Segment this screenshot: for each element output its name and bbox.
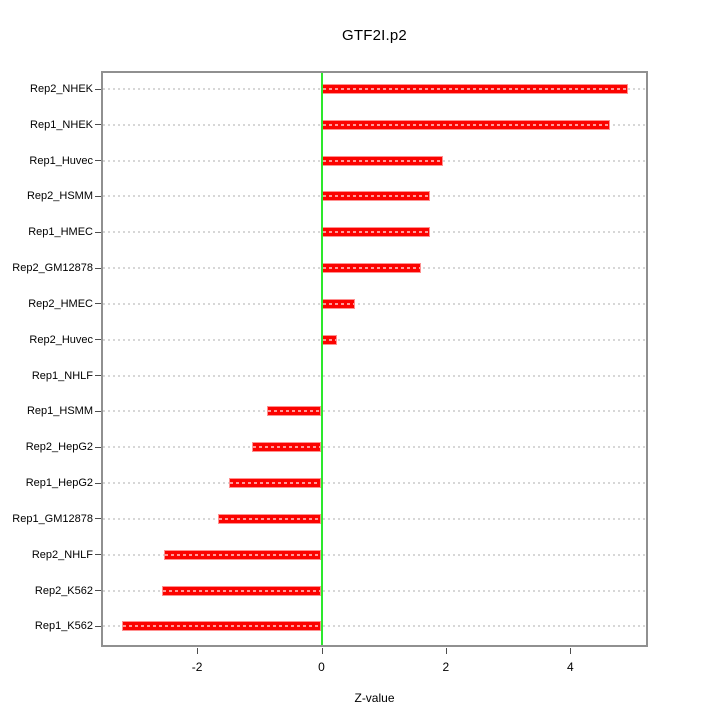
gridline (103, 625, 646, 628)
y-axis-tick (95, 88, 101, 90)
y-axis-tick (95, 195, 101, 197)
bar-dash-pattern (322, 231, 429, 234)
bar-dash-pattern (322, 195, 430, 198)
bar-dash-pattern (219, 517, 321, 520)
y-axis-label: Rep1_HepG2 (25, 477, 93, 490)
y-axis-tick (95, 410, 101, 412)
y-axis-label: Rep2_K562 (34, 584, 93, 597)
bar-dash-pattern (165, 553, 321, 556)
y-axis-tick (95, 160, 101, 162)
bar-dash-pattern (229, 482, 321, 485)
bar-dash-pattern (322, 159, 443, 162)
y-axis-tick (95, 518, 101, 520)
gridline (103, 482, 646, 485)
x-axis-title: Z-value (354, 691, 395, 705)
bar-dash-pattern (252, 446, 321, 449)
y-axis-label: Rep1_Huvec (29, 154, 93, 167)
y-axis-label: Rep2_HSMM (26, 190, 93, 203)
y-axis-label: Rep1_GM12878 (12, 512, 93, 525)
bar-Rep2_HepG2 (251, 442, 322, 453)
y-axis-tick (95, 446, 101, 448)
bar-dash-pattern (123, 625, 321, 628)
x-axis-tick-label: 0 (318, 660, 325, 674)
plot-area (101, 71, 648, 647)
y-axis-label: Rep2_NHEK (30, 83, 93, 95)
gridline (103, 338, 646, 341)
bar-Rep2_HSMM (321, 191, 431, 202)
y-axis-tick (95, 267, 101, 269)
y-axis-tick (95, 625, 101, 627)
bar-Rep2_HMEC (321, 298, 356, 309)
y-axis-label: Rep1_K562 (34, 620, 93, 633)
bar-Rep2_GM12878 (321, 263, 422, 274)
bar-Rep1_HSMM (267, 406, 322, 417)
gridline (103, 302, 646, 305)
bar-Rep2_Huvec (321, 334, 338, 345)
gridline (103, 374, 646, 377)
bar-Rep2_NHLF (164, 549, 322, 560)
gridline (103, 553, 646, 556)
bar-dash-pattern (322, 88, 627, 90)
gridline (103, 517, 646, 520)
y-axis-tick (95, 482, 101, 484)
x-axis-tick (321, 648, 323, 654)
x-axis-tick (197, 648, 199, 654)
x-axis-tick-label: 4 (566, 660, 574, 674)
bar-Rep1_NHEK (321, 119, 611, 130)
gridline (103, 446, 646, 449)
bar-dash-pattern (322, 267, 421, 270)
y-axis-label: Rep2_HMEC (28, 297, 93, 310)
y-axis-tick (95, 303, 101, 305)
gridline (103, 589, 646, 592)
y-axis-tick (95, 590, 101, 592)
bar-Rep2_K562 (162, 585, 322, 596)
chart-title: GTF2I.p2 (342, 27, 407, 44)
x-axis-tick-label: 2 (442, 660, 450, 674)
gridline (103, 410, 646, 413)
bar-Rep1_K562 (122, 621, 322, 632)
y-axis-label: Rep2_Huvec (29, 333, 93, 346)
y-axis-label: Rep1_HMEC (28, 226, 93, 239)
y-axis-tick (95, 124, 101, 126)
x-axis-tick (445, 648, 447, 654)
y-axis-tick (95, 375, 101, 377)
bar-Rep2_NHEK (321, 84, 628, 94)
bar-dash-pattern (322, 338, 337, 341)
bar-dash-pattern (163, 589, 321, 592)
x-axis-tick-label: -2 (191, 660, 203, 674)
y-axis-label: Rep1_HSMM (26, 405, 93, 418)
bar-dash-pattern (268, 410, 321, 413)
y-axis-tick (95, 554, 101, 556)
y-axis-tick (95, 339, 101, 341)
y-axis-label: Rep1_NHLF (31, 369, 93, 382)
bar-Rep1_GM12878 (218, 513, 322, 524)
bar-Rep1_HMEC (321, 227, 430, 238)
y-axis-tick (95, 231, 101, 233)
bar-dash-pattern (322, 302, 355, 305)
bar-Rep1_Huvec (321, 155, 444, 166)
y-axis-label: Rep2_NHLF (31, 548, 93, 561)
y-axis-label: Rep2_GM12878 (12, 262, 93, 275)
bar-dash-pattern (322, 123, 610, 126)
y-axis-label: Rep2_HepG2 (25, 441, 93, 454)
x-axis-tick (570, 648, 572, 654)
bar-Rep1_HepG2 (228, 478, 322, 489)
y-axis-label: Rep1_NHEK (30, 118, 93, 131)
zero-line (320, 73, 323, 645)
